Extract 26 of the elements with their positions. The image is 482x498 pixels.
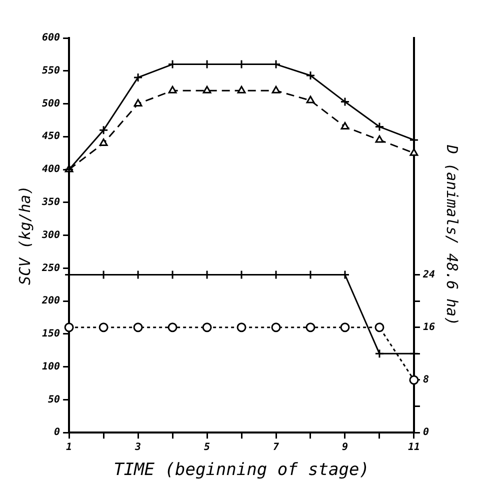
y-tick-label: 400 (42, 164, 60, 176)
y-tick-label: 350 (41, 197, 60, 208)
x-tick-label: 1 (66, 442, 72, 454)
x-tick-label: 9 (342, 442, 348, 454)
y-tick-label: 550 (42, 65, 60, 76)
y-tick-label: 450 (42, 131, 60, 142)
y-tick-label: 100 (42, 361, 60, 372)
x-tick-label: 5 (204, 442, 210, 454)
y-tick-label: 50 (48, 394, 60, 406)
y-tick-label: 250 (41, 262, 60, 274)
x-tick-label: 7 (272, 442, 280, 454)
y2-tick-label: 8 (422, 374, 429, 386)
x-axis-title: TIME (beginning of stage) (114, 460, 370, 480)
y-axis-title: SCV (kg/ha) (16, 186, 34, 285)
y-tick-label: 200 (41, 296, 60, 307)
y-tick-label: 300 (41, 230, 60, 241)
y-tick-label: 600 (42, 32, 60, 44)
y-tick-label: 500 (42, 98, 60, 110)
x-tick-label: 11 (408, 442, 420, 454)
x-tick-label: 3 (134, 442, 142, 454)
y-tick-label: 0 (54, 427, 60, 438)
y2-tick-label: 16 (422, 322, 436, 333)
y-tick-label: 150 (42, 328, 60, 340)
y2-tick-label: 0 (422, 427, 429, 438)
y2-tick-label: 24 (422, 269, 436, 280)
y2-axis-title: D (animals/ 48.6 ha) (443, 144, 462, 326)
